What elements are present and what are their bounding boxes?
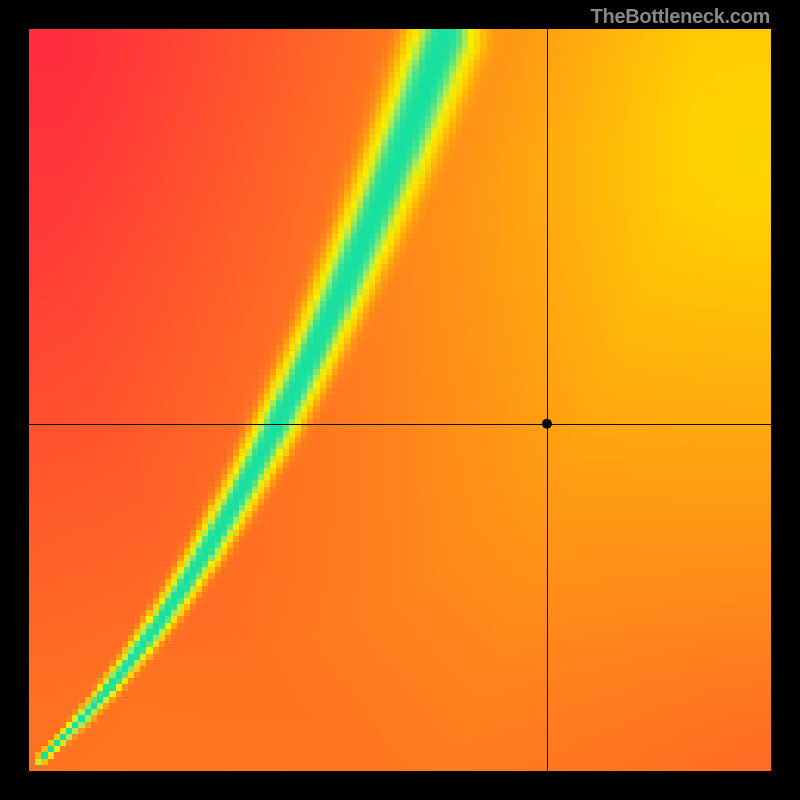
- chart-container: TheBottleneck.com: [0, 0, 800, 800]
- heatmap-canvas: [0, 0, 800, 800]
- watermark: TheBottleneck.com: [591, 6, 770, 29]
